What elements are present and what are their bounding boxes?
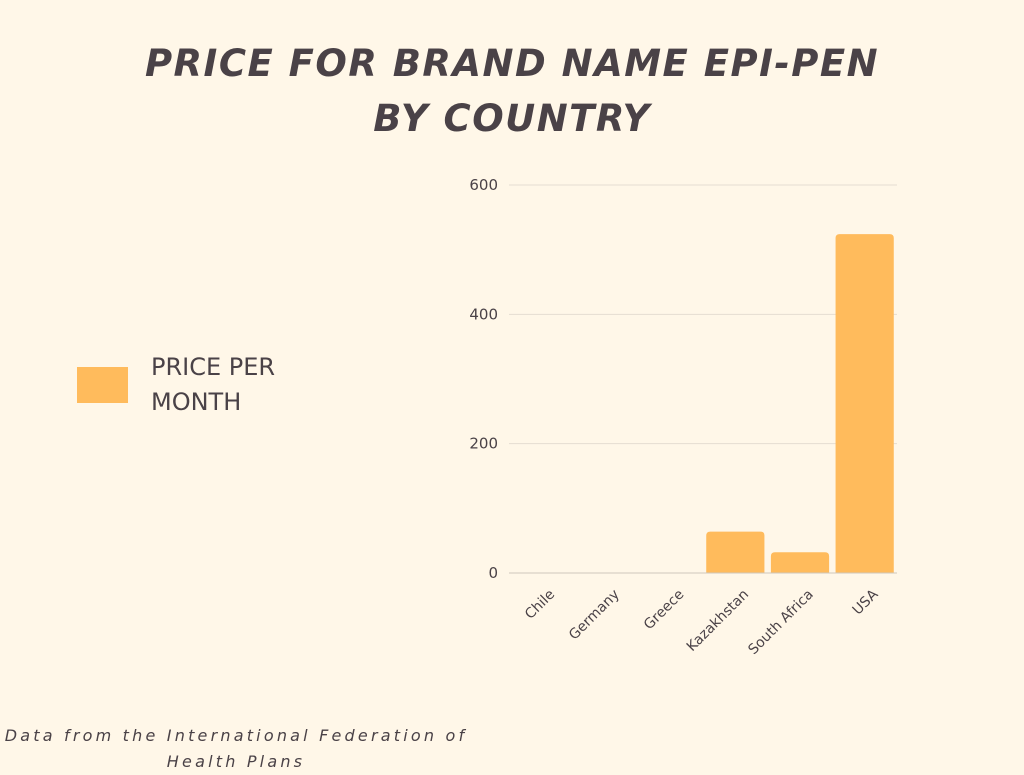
y-tick-label: 400 [469, 305, 498, 323]
bars [706, 234, 894, 573]
legend-swatch [77, 367, 128, 403]
gridlines [509, 184, 897, 445]
data-source-note: Data from the International Federation o… [4, 726, 468, 771]
chart-title: PRICE FOR BRAND NAME EPI-PEN BY COUNTRY [0, 36, 1024, 146]
y-tick-label: 600 [469, 176, 498, 194]
x-category-label: USA [850, 586, 882, 618]
legend: PRICE PER MONTH [77, 350, 321, 420]
bar-chart: 0 200 400 600 Chile Germany GreeceKazakhstanS… [469, 176, 897, 658]
bar-usa [835, 234, 894, 573]
y-axis-tick-labels: 0 200 400 600 [469, 176, 498, 582]
x-category-label: Kazakhstan [684, 587, 752, 655]
x-category-label: Chile [522, 587, 558, 623]
bar-kazakhstan [706, 531, 765, 573]
x-category-label: Greece [641, 587, 688, 634]
y-tick-label: 0 [488, 564, 498, 582]
chart-title-line-2: BY COUNTRY [373, 97, 651, 140]
x-category-label: South Africa [745, 587, 816, 658]
legend-label: PRICE PER MONTH [151, 353, 276, 416]
y-tick-label: 200 [469, 435, 498, 453]
x-category-label: Germany [566, 587, 623, 644]
bar-south-africa [770, 552, 830, 573]
chart-title-line-1: PRICE FOR BRAND NAME EPI-PEN [144, 42, 880, 85]
